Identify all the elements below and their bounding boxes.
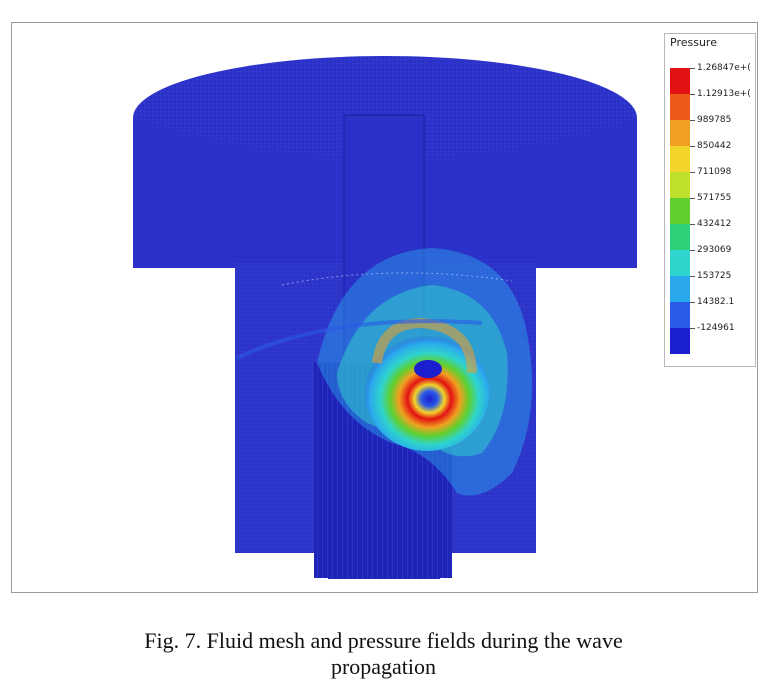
figure-frame: Pressure 1.26847e+( 1.12913e+( 989785 85044…	[11, 22, 758, 593]
legend-swatch	[670, 68, 690, 94]
legend-label: 1.26847e+(	[697, 63, 751, 73]
legend-title: Pressure	[670, 36, 717, 49]
legend-swatch	[670, 250, 690, 276]
legend-tick	[690, 250, 695, 251]
legend-label: -124961	[697, 323, 735, 333]
legend-label: 14382.1	[697, 297, 735, 307]
legend-tick	[690, 302, 695, 303]
legend-tick	[690, 94, 695, 95]
legend-tick	[690, 146, 695, 147]
legend-label: 850442	[697, 141, 732, 151]
legend-tick	[690, 68, 695, 69]
legend-tick	[690, 224, 695, 225]
legend-label: 153725	[697, 271, 732, 281]
legend-tick	[690, 328, 695, 329]
pressure-field-render	[133, 56, 637, 579]
legend-swatch	[670, 328, 690, 354]
legend-tick	[690, 276, 695, 277]
caption-line-1: Fig. 7. Fluid mesh and pressure fields d…	[144, 628, 623, 653]
legend-swatch	[670, 94, 690, 120]
legend-label: 1.12913e+(	[697, 89, 751, 99]
legend-label: 432412	[697, 219, 732, 229]
legend-label: 711098	[697, 167, 732, 177]
legend-label: 989785	[697, 115, 732, 125]
legend-tick	[690, 172, 695, 173]
caption-line-2: propagation	[330, 654, 437, 679]
pressure-wave	[236, 248, 532, 496]
legend-swatch	[670, 198, 690, 224]
figure-caption: Fig. 7. Fluid mesh and pressure fields d…	[0, 628, 767, 680]
legend-swatch	[670, 302, 690, 328]
legend-swatch	[670, 172, 690, 198]
legend-label: 571755	[697, 193, 732, 203]
legend-swatch	[670, 146, 690, 172]
legend-tick	[690, 120, 695, 121]
legend-swatch	[670, 120, 690, 146]
legend-color-bar	[670, 68, 690, 354]
pressure-legend: Pressure 1.26847e+( 1.12913e+( 989785 85044…	[664, 33, 756, 367]
legend-swatch	[670, 224, 690, 250]
legend-tick	[690, 198, 695, 199]
legend-swatch	[670, 276, 690, 302]
legend-label: 293069	[697, 245, 732, 255]
